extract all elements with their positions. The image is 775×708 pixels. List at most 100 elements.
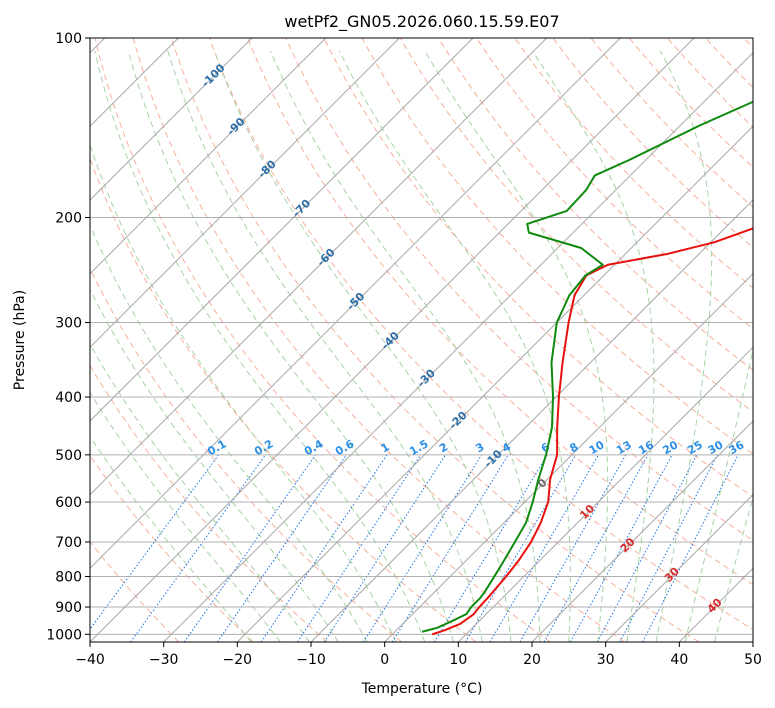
y-tick-label: 200 bbox=[55, 211, 82, 227]
y-tick-label: 800 bbox=[55, 570, 82, 586]
y-tick-label: 500 bbox=[55, 448, 82, 464]
isotherm-line bbox=[90, 38, 327, 275]
y-tick-label: 100 bbox=[55, 31, 82, 47]
mixing-ratio-label: 3 bbox=[473, 440, 486, 455]
isotherm-line bbox=[90, 38, 400, 349]
mixing-ratio-label: 2 bbox=[437, 440, 450, 455]
isotherm-line bbox=[531, 420, 753, 642]
x-tick-label: 30 bbox=[597, 652, 615, 668]
dry-adiabat bbox=[90, 364, 328, 642]
isotherm-label: -70 bbox=[290, 197, 313, 220]
moist-adiabat bbox=[90, 435, 252, 642]
mixing-ratio-line bbox=[130, 454, 266, 642]
x-axis-ticks: −40 −30 −20 −10 0 10 20 30 40 50 bbox=[75, 642, 762, 668]
mixing-ratio-line bbox=[433, 454, 548, 642]
dry-adiabat bbox=[476, 38, 753, 330]
dry-adiabat bbox=[552, 38, 753, 248]
mixing-ratio-line bbox=[90, 454, 220, 630]
dry-adiabat bbox=[209, 38, 753, 631]
isotherm-label: -60 bbox=[315, 246, 338, 269]
moist-adiabat bbox=[94, 50, 426, 642]
dry-adiabat bbox=[94, 38, 551, 642]
dry-adiabat bbox=[323, 38, 753, 498]
isotherm-line bbox=[752, 641, 753, 642]
chart-title: wetPf2_GN05.2026.060.15.59.E07 bbox=[284, 12, 559, 32]
dry-adiabats bbox=[90, 38, 753, 642]
mixing-ratio-line bbox=[323, 454, 446, 642]
dry-adiabat bbox=[132, 38, 625, 642]
isotherm-line bbox=[90, 38, 695, 642]
dry-adiabat bbox=[170, 38, 700, 642]
y-tick-label: 300 bbox=[55, 316, 82, 332]
x-tick-label: 50 bbox=[744, 652, 762, 668]
mixing-ratio-line bbox=[362, 454, 483, 642]
moist-adiabat bbox=[531, 50, 655, 642]
dewpoint-line bbox=[421, 100, 753, 633]
moist-adiabat bbox=[338, 50, 571, 642]
x-tick-label: −40 bbox=[75, 652, 105, 668]
x-tick-label: 10 bbox=[449, 652, 467, 668]
y-tick-label: 400 bbox=[55, 390, 82, 406]
moist-adiabat bbox=[684, 347, 753, 642]
plot-frame bbox=[89, 37, 754, 643]
isotherm-line bbox=[310, 199, 753, 642]
isotherm-line bbox=[384, 272, 753, 642]
x-tick-label: 0 bbox=[380, 652, 389, 668]
dry-adiabat bbox=[399, 38, 753, 413]
isotherm-line bbox=[457, 346, 753, 642]
moist-adiabat bbox=[167, 50, 483, 642]
y-tick-label: 1000 bbox=[46, 627, 82, 643]
x-tick-label: 20 bbox=[523, 652, 541, 668]
dry-adiabat bbox=[247, 38, 753, 586]
isotherm-line bbox=[605, 493, 753, 642]
mixing-ratio-line bbox=[297, 454, 422, 642]
mixing-ratio-line bbox=[642, 454, 739, 642]
isotherm-label: -90 bbox=[224, 115, 247, 138]
isotherm-label: 20 bbox=[618, 535, 638, 555]
dry-adiabat bbox=[705, 38, 753, 89]
moist-adiabat bbox=[90, 391, 281, 642]
x-tick-label: −30 bbox=[149, 652, 179, 668]
isotherm-line bbox=[163, 51, 753, 642]
y-tick-label: 700 bbox=[55, 535, 82, 551]
mixing-ratio-line bbox=[543, 454, 649, 642]
moist-adiabat bbox=[269, 50, 541, 642]
pressure-gridlines bbox=[90, 38, 753, 635]
y-tick-label: 600 bbox=[55, 495, 82, 511]
line-labels: 0.1 0.2 0.4 0.6 1 1.5 2 3 4 6 8 10 13 16 20 25 30 36-100-… bbox=[199, 61, 747, 616]
mixing-ratio-line bbox=[596, 454, 698, 642]
moist-adiabat bbox=[90, 343, 310, 642]
moist-adiabat bbox=[213, 50, 512, 642]
mixing-ratio-line bbox=[260, 454, 388, 642]
isotherm-line bbox=[90, 38, 474, 422]
y-tick-label: 900 bbox=[55, 600, 82, 616]
dry-adiabat bbox=[667, 38, 753, 128]
mixing-ratio-line bbox=[619, 454, 718, 642]
y-axis-label: Pressure (hPa) bbox=[12, 290, 28, 390]
moist-adiabats bbox=[90, 50, 753, 642]
mixing-ratio-label: 4 bbox=[500, 440, 513, 455]
isotherm-label: -30 bbox=[415, 366, 438, 389]
mixing-ratio-lines bbox=[90, 454, 739, 642]
dry-adiabat bbox=[90, 157, 477, 642]
moist-adiabat bbox=[90, 224, 368, 642]
isotherm-label: -80 bbox=[256, 157, 279, 180]
isotherm-line bbox=[236, 125, 753, 642]
x-tick-label: −10 bbox=[296, 652, 326, 668]
mixing-ratio-line bbox=[519, 454, 627, 642]
y-axis-ticks: 100 200 300 400 500 600 700 800 900 1000 bbox=[46, 31, 90, 643]
moist-adiabat bbox=[90, 288, 339, 642]
moist-adiabat bbox=[714, 496, 753, 642]
temperature-line bbox=[431, 227, 753, 636]
x-tick-label: −20 bbox=[223, 652, 253, 668]
x-tick-label: 40 bbox=[670, 652, 688, 668]
dry-adiabat bbox=[361, 38, 753, 455]
isotherm-lines bbox=[90, 38, 753, 642]
moist-adiabat bbox=[424, 50, 609, 642]
moist-adiabat bbox=[655, 50, 713, 642]
mixing-ratio-line bbox=[489, 454, 599, 642]
profile-series bbox=[421, 100, 753, 636]
mixing-ratio-line bbox=[569, 454, 673, 642]
x-axis-label: Temperature (°C) bbox=[361, 681, 483, 697]
